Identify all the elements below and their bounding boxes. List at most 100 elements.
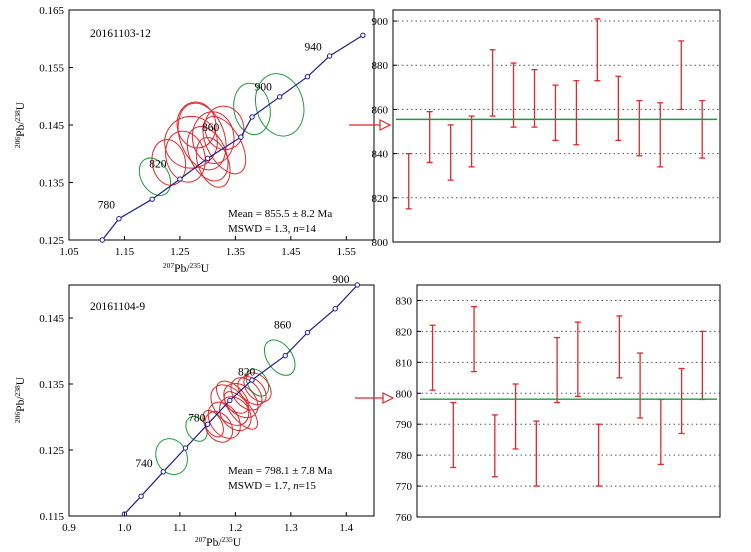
- y-tick-label: 800: [396, 388, 413, 400]
- y-tick-label: 780: [396, 450, 413, 462]
- x-tick-label: 1.45: [281, 246, 301, 258]
- concordia-plot-top: 1.05 1.15 1.25 1.35 1.45 1.55 0.125 0.135 0.145…: [13, 5, 375, 275]
- y-axis-label: 206Pb/238U: [13, 101, 27, 148]
- error-ellipse-red: [202, 409, 224, 438]
- y-tick-label: 0.115: [40, 511, 65, 523]
- error-ellipse-green: [255, 73, 305, 137]
- concordia-age-label: 860: [202, 122, 220, 134]
- y-tick-label: 860: [372, 104, 389, 116]
- x-tick-label: 1.55: [337, 246, 357, 258]
- concordia-age-marker: [99, 237, 105, 243]
- error-ellipse-red: [177, 102, 227, 171]
- age-labels: 740 780 820 860 900: [135, 274, 349, 470]
- bar-plot-frame: [392, 9, 721, 243]
- concordia-age-label: 940: [305, 41, 323, 53]
- y-tick-label: 0.135: [39, 178, 64, 190]
- y-tick-label: 0.125: [39, 235, 64, 247]
- age-error-bars: [396, 18, 717, 210]
- concordia-age-marker: [238, 134, 244, 140]
- mean-label: Mean = 855.5 ± 8.2 Ma: [228, 208, 332, 220]
- error-ellipse-red: [176, 101, 217, 149]
- error-ellipse-red: [204, 411, 234, 443]
- y-tick-label: 900: [372, 16, 389, 28]
- concordia-age-marker: [182, 445, 189, 451]
- concordia-age-marker: [326, 53, 333, 59]
- y-axis-ticks: 800 820 840 860 880 900: [372, 16, 397, 249]
- grid-lines: [393, 20, 720, 199]
- error-ellipse-green: [155, 438, 188, 476]
- y-axis-ticks: 760 770 780 790 800 810 820 830: [396, 295, 421, 524]
- y-axis-ticks: 0.115 0.125 0.135 0.145: [39, 313, 73, 523]
- age-labels: 780 820 860 900 940: [98, 41, 322, 211]
- concordia-age-label: 900: [332, 274, 350, 286]
- concordia-age-marker: [360, 32, 366, 38]
- x-tick-label: 1.2: [228, 522, 242, 534]
- age-error-bars: [420, 306, 717, 487]
- y-tick-label: 810: [396, 357, 413, 369]
- x-axis-label: 207Pb/235U: [163, 261, 210, 275]
- mswd-label: MSWD = 1.7, n=15: [228, 480, 316, 492]
- concordia-curve: [99, 32, 366, 243]
- sample-label: 20161103-12: [90, 28, 151, 40]
- concordia-age-label: 860: [274, 320, 292, 332]
- mean-label: Mean = 798.1 ± 7.8 Ma: [228, 465, 332, 477]
- y-axis-label: 206Pb/238U: [13, 376, 27, 423]
- y-tick-label: 0.145: [39, 313, 64, 325]
- age-bar-plot-bottom: 760 770 780 790 800 810 820 830: [396, 284, 721, 524]
- error-ellipse-red: [204, 105, 245, 151]
- concordia-age-marker: [177, 176, 183, 182]
- y-axis-ticks: 0.125 0.135 0.145 0.155 0.165: [39, 5, 73, 247]
- concordia-age-marker: [116, 216, 122, 222]
- error-ellipse-red: [151, 139, 187, 186]
- concordia-age-label: 900: [255, 82, 272, 94]
- concordia-age-marker: [304, 329, 311, 336]
- concordia-age-label: 740: [135, 458, 153, 470]
- error-ellipse-red: [195, 137, 231, 188]
- concordia-age-marker: [204, 421, 211, 427]
- concordia-age-marker: [227, 397, 233, 404]
- x-tick-label: 1.05: [59, 246, 79, 258]
- ellipses-group: [155, 339, 296, 476]
- error-ellipse-red: [243, 372, 272, 403]
- concordia-age-label: 780: [98, 199, 116, 211]
- concordia-age-label: 780: [188, 413, 206, 425]
- error-ellipse-green: [245, 368, 270, 397]
- x-tick-label: 1.4: [339, 522, 353, 534]
- concordia-age-marker: [332, 306, 338, 312]
- sample-label: 20161104-9: [90, 301, 145, 313]
- x-axis-ticks: 1.05 1.15 1.25 1.35 1.45 1.55: [59, 236, 356, 258]
- x-tick-label: 1.1: [173, 522, 187, 534]
- y-tick-label: 820: [396, 326, 413, 338]
- age-bar-plot-top: 800 820 840 860 880 900: [372, 9, 721, 249]
- concordia-age-marker: [282, 352, 288, 359]
- concordia-age-marker: [138, 493, 144, 499]
- concordia-age-marker: [354, 282, 361, 288]
- mswd-label: MSWD = 1.3, n=14: [228, 223, 316, 235]
- concordia-age-marker: [304, 74, 311, 80]
- x-axis-label: 207Pb/235U: [195, 535, 242, 549]
- y-tick-label: 800: [372, 237, 389, 249]
- y-tick-label: 0.145: [39, 120, 64, 132]
- error-ellipse-red: [186, 126, 229, 182]
- ellipses-group: [138, 73, 305, 197]
- y-tick-label: 0.125: [39, 445, 64, 457]
- concordia-age-marker: [204, 155, 211, 162]
- y-tick-label: 770: [396, 481, 413, 493]
- y-tick-label: 760: [396, 512, 413, 524]
- concordia-age-marker: [249, 114, 255, 120]
- y-tick-label: 820: [372, 193, 389, 205]
- arrow-bottom: [355, 392, 395, 404]
- arrow-top: [349, 119, 392, 131]
- concordia-age-marker: [160, 469, 166, 475]
- concordia-age-label: 820: [238, 366, 256, 378]
- y-tick-label: 0.155: [39, 63, 64, 75]
- error-ellipse-red: [202, 116, 247, 175]
- grid-lines: [417, 299, 720, 487]
- concordia-age-marker: [149, 196, 155, 202]
- error-ellipse-green: [138, 157, 172, 197]
- error-ellipse-green: [233, 82, 271, 136]
- y-tick-label: 880: [372, 60, 389, 72]
- y-tick-label: 840: [372, 149, 389, 161]
- y-tick-label: 830: [396, 295, 413, 307]
- x-tick-label: 1.35: [226, 246, 246, 258]
